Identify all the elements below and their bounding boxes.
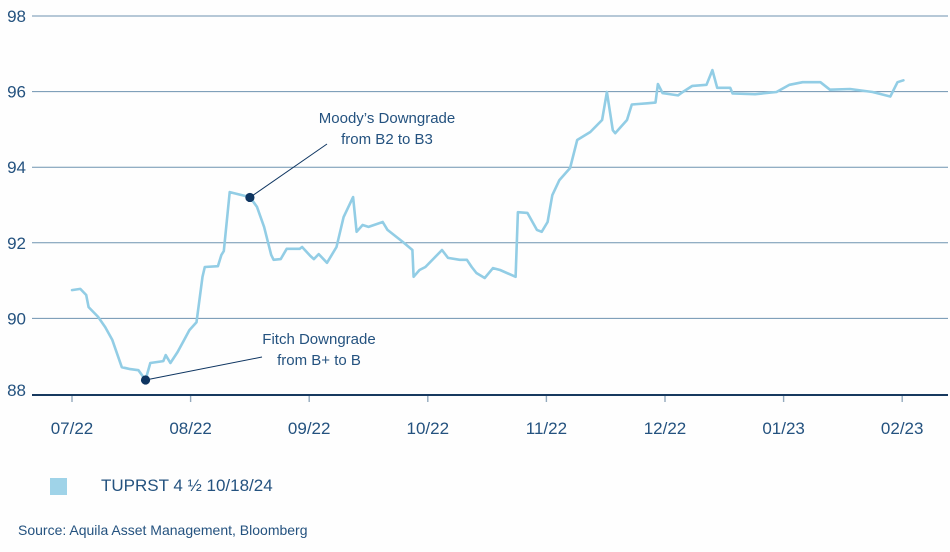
- chart-canvas: 98 96 94 92 90 88 07/22 08/22 09/22 10/22 11/22 12/…: [7, 7, 948, 438]
- annotation-fitch-downgrade: Fitch Downgrade from B+ to B: [224, 329, 414, 371]
- y-axis-label: 94: [7, 158, 26, 177]
- x-axis-label: 09/22: [288, 419, 331, 438]
- x-axis-label: 01/23: [762, 419, 805, 438]
- annotation-leader-line: [249, 143, 328, 198]
- y-axis-label: 98: [7, 7, 26, 26]
- y-axis-label: 96: [7, 83, 26, 102]
- x-axis-label: 11/22: [526, 419, 567, 438]
- y-axis-label: 88: [7, 381, 26, 400]
- annotation-fitch-line1: Fitch Downgrade: [262, 331, 376, 348]
- x-axis-label: 08/22: [169, 419, 212, 438]
- annotation-dot: [245, 192, 255, 203]
- annotation-leader-line: [145, 356, 263, 381]
- y-axis-label: 92: [7, 234, 26, 253]
- legend-label: TUPRST 4 ½ 10/18/24: [101, 476, 273, 495]
- legend: TUPRST 4 ½ 10/18/24: [50, 476, 273, 495]
- x-axis-label: 07/22: [51, 419, 94, 438]
- price-line: [70, 68, 905, 382]
- annotation-moodys-downgrade: Moody’s Downgrade from B2 to B3: [292, 108, 482, 150]
- x-axis-label: 10/22: [407, 419, 450, 438]
- annotation-dot: [140, 375, 151, 385]
- y-axis-label: 90: [7, 309, 26, 328]
- annotation-fitch-line2: from B+ to B: [277, 352, 361, 369]
- annotation-moodys-line1: Moody’s Downgrade: [318, 110, 456, 127]
- annotation-moodys-line2: from B2 to B3: [341, 131, 433, 148]
- legend-swatch: [50, 477, 67, 495]
- source-text: Source: Aquila Asset Management, Bloombe…: [18, 522, 308, 538]
- x-axis-label: 12/22: [644, 419, 687, 438]
- x-axis-label: 02/23: [881, 419, 924, 438]
